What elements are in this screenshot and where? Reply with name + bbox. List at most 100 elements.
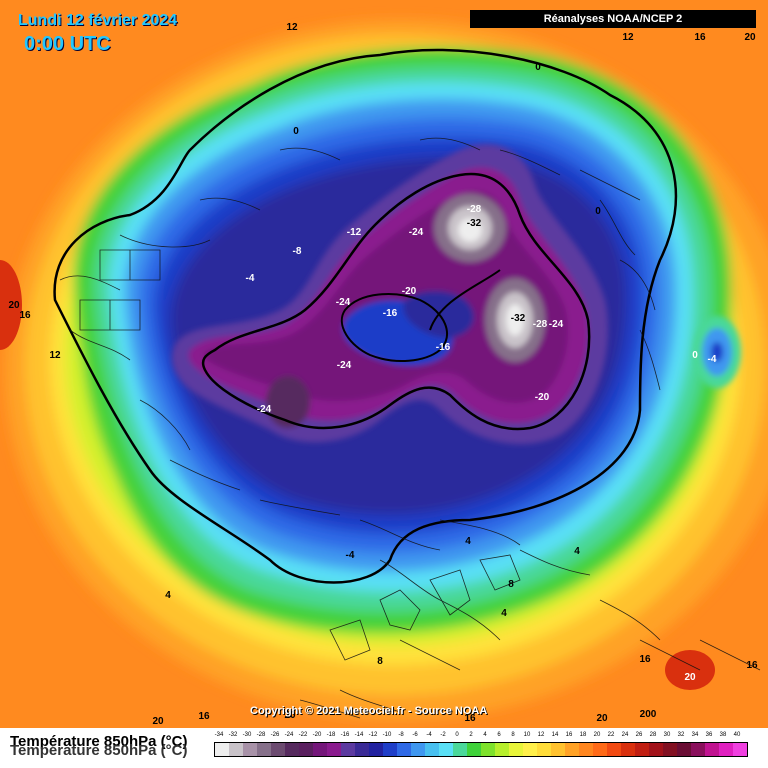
legend-swatch: [243, 743, 257, 756]
legend-swatch: [649, 743, 663, 756]
legend-swatch: [733, 743, 747, 756]
legend-swatch: [299, 743, 313, 756]
legend-tick-label: -18: [326, 732, 336, 738]
legend-swatch: [215, 743, 229, 756]
isotherm-minus20: [201, 172, 591, 431]
map-date: Lundi 12 février 2024: [18, 12, 178, 29]
legend-title: Température 850hPa (°C): [10, 733, 188, 750]
legend-swatch: [271, 743, 285, 756]
legend-tick-label: 26: [635, 732, 643, 738]
legend-swatch: [509, 743, 523, 756]
legend-tick-label: 16: [565, 732, 573, 738]
legend-swatch: [341, 743, 355, 756]
legend-tick-label: 38: [719, 732, 727, 738]
copyright: Copyright © 2021 Meteociel.fr - Source N…: [250, 705, 488, 717]
legend-swatch: [411, 743, 425, 756]
legend-tick-label: -2: [440, 732, 446, 738]
legend-tick-label: -8: [398, 732, 404, 738]
map-label: -20: [402, 286, 417, 297]
legend-tick-label: -12: [368, 732, 378, 738]
map-label: -8: [293, 246, 302, 257]
cold-pool-east-blob-3: [711, 342, 723, 362]
isotherm-zero: [53, 48, 678, 584]
legend-tick-label: 8: [511, 732, 515, 738]
legend-swatch: [579, 743, 593, 756]
legend-tick-label: 30: [663, 732, 671, 738]
legend-swatch: [537, 743, 551, 756]
legend-tick-label: -20: [312, 732, 322, 738]
legend-swatch: [495, 743, 509, 756]
cold-pool-east-inner: [506, 304, 524, 336]
legend-tick-label: 22: [607, 732, 615, 738]
legend-tick-label: -6: [412, 732, 418, 738]
map-label: -4: [708, 354, 717, 365]
legend-tick-label: -28: [256, 732, 266, 738]
legend-tick-label: 32: [677, 732, 685, 738]
legend-swatch: [565, 743, 579, 756]
legend-tick-label: 24: [621, 732, 629, 738]
legend-tick-label: 18: [579, 732, 587, 738]
map-label: 12: [49, 350, 61, 361]
map-label: 12: [622, 32, 634, 43]
legend-swatch: [607, 743, 621, 756]
map-label: 20: [684, 672, 696, 683]
legend-tick-label: -14: [354, 732, 364, 738]
cold-pool-siberia-inner: [458, 218, 482, 242]
legend-swatch: [523, 743, 537, 756]
legend-tick-label: -32: [228, 732, 238, 738]
legend-tick-label: 40: [733, 732, 741, 738]
legend: Température 850hPa (°C) Température 850h…: [0, 728, 768, 768]
map-time: 0:00 UTC: [24, 33, 111, 55]
legend-swatch: [257, 743, 271, 756]
map-label: 16: [746, 660, 758, 671]
hot-spot-se: [665, 650, 715, 690]
hot-spot-left: [0, 260, 22, 350]
legend-swatch: [425, 743, 439, 756]
map-label: -20: [535, 392, 550, 403]
map-label: 200: [640, 709, 657, 720]
legend-title-shadow: Température 850hPa (°C): [10, 742, 188, 759]
map-label: 20: [8, 300, 20, 311]
map-label: -24: [549, 319, 564, 330]
map-label: 4: [165, 590, 171, 601]
legend-swatch: [551, 743, 565, 756]
legend-tick-label: -30: [242, 732, 252, 738]
map-label: 4: [574, 546, 580, 557]
legend-swatch: [327, 743, 341, 756]
map-label: 20: [284, 710, 296, 721]
legend-tick-label: -10: [382, 732, 392, 738]
legend-swatch: [467, 743, 481, 756]
legend-swatch: [229, 743, 243, 756]
legend-swatch: [691, 743, 705, 756]
legend-tick-label: 4: [483, 732, 487, 738]
legend-tick-label: 0: [455, 732, 459, 738]
legend-tick-label: -34: [214, 732, 224, 738]
legend-swatch: [453, 743, 467, 756]
legend-swatch: [719, 743, 733, 756]
legend-swatch: [355, 743, 369, 756]
coastlines: [59, 137, 761, 719]
legend-tick-label: 6: [497, 732, 501, 738]
legend-swatch: [621, 743, 635, 756]
map-label: -32: [511, 313, 526, 324]
map-label: -28: [467, 204, 482, 215]
map-label: 16: [694, 32, 706, 43]
map-label: -4: [246, 273, 255, 284]
legend-swatch: [663, 743, 677, 756]
map-label: 16: [198, 711, 210, 722]
legend-tick-label: -22: [298, 732, 308, 738]
map-label: -24: [337, 360, 352, 371]
legend-tick-label: -24: [284, 732, 294, 738]
legend-scale-labels: -34 -32 -30 -28 -26 -24 -22 -20 -18 -16 -14 -12 -10-…: [214, 732, 746, 742]
map-label: 16: [19, 310, 31, 321]
map-label: -24: [257, 404, 272, 415]
legend-tick-label: 14: [551, 732, 559, 738]
legend-tick-label: -16: [340, 732, 350, 738]
legend-tick-label: 2: [469, 732, 473, 738]
legend-scale-swatches: [214, 742, 748, 757]
legend-swatch: [635, 743, 649, 756]
map-label: -12: [347, 227, 362, 238]
legend-tick-label: 10: [523, 732, 531, 738]
map-label: 0: [692, 350, 698, 361]
legend-swatch: [593, 743, 607, 756]
